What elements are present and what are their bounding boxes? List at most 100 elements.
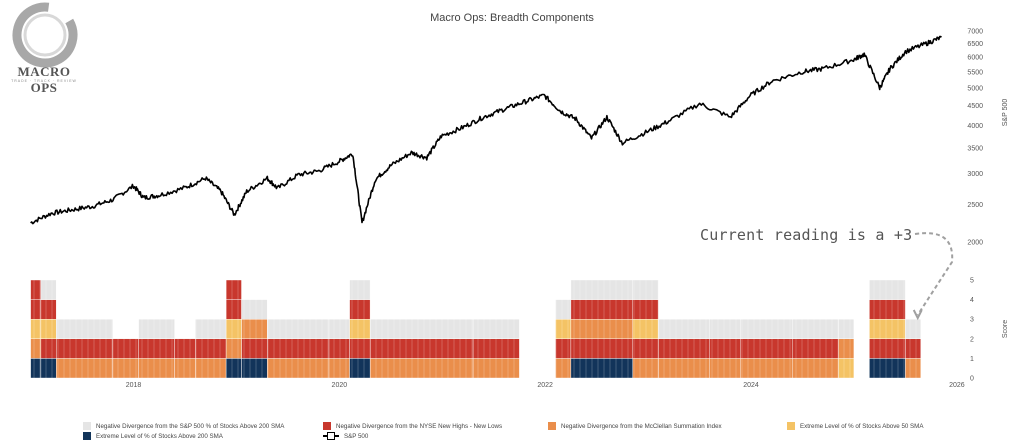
score-bar-hilo [195, 338, 227, 359]
score-bar-hilo [225, 299, 242, 320]
score-bar-s200 [370, 319, 474, 340]
score-bar-e200 [40, 358, 57, 379]
legend-item-extreme50: Extreme Level of % of Stocks Above 50 SM… [787, 422, 923, 430]
score-bar-s200 [792, 319, 839, 340]
score-bar-hilo [267, 338, 330, 359]
legend-label: Negative Divergence from the NYSE New Hi… [336, 422, 503, 430]
score-bar-s200 [56, 319, 114, 340]
legend-label: Negative Divergence from the McClellan S… [561, 422, 722, 430]
score-bar-s200 [632, 279, 659, 300]
score-bar-mcc [555, 358, 572, 379]
score-bar-s200 [349, 279, 371, 300]
legend-item-price_line: S&P 500 [323, 432, 368, 440]
logo-text: MACRO OPS [17, 64, 71, 95]
score-tick-label: 5 [970, 278, 974, 285]
x-tick-label: 2018 [126, 382, 142, 389]
score-tick-label: 0 [970, 376, 974, 383]
x-tick-label: 2024 [743, 382, 759, 389]
score-bar-hilo [632, 338, 659, 359]
x-tick-label: 2026 [949, 382, 965, 389]
score-bar-mcc [740, 358, 793, 379]
score-bar-hilo [370, 338, 474, 359]
score-bar-mcc [112, 358, 139, 379]
x-tick-label: 2022 [537, 382, 553, 389]
legend-item-mcclellan: Negative Divergence from the McClellan S… [548, 422, 722, 430]
legend-label: Extreme Level of % of Stocks Above 200 S… [96, 432, 223, 440]
price-tick-label: 3000 [967, 171, 983, 178]
price-tick-label: 5000 [967, 85, 983, 92]
legend-label: S&P 500 [344, 432, 369, 440]
score-bar-mcc [328, 358, 350, 379]
price-tick-label: 4000 [967, 123, 983, 130]
price-tick-label: 3500 [967, 145, 983, 152]
score-bar-e200 [349, 358, 371, 379]
chart-title: Macro Ops: Breadth Components [430, 12, 594, 24]
score-bar-hilo [349, 338, 371, 359]
score-bar-hilo [30, 279, 42, 300]
arrow-head-icon [912, 309, 923, 321]
score-bar-s200 [740, 319, 793, 340]
price-axis-label: S&P 500 [1002, 99, 1009, 127]
score-bar-ext50 [838, 358, 855, 379]
score-bar-hilo [869, 338, 906, 359]
score-bar-ext50 [632, 319, 659, 340]
score-bar-s200 [838, 319, 855, 340]
logo-tagline: TRADE · TRACK · REVIEW [11, 79, 77, 83]
score-bar-s200 [267, 319, 330, 340]
score-bar-hilo [138, 338, 175, 359]
legend-label: Negative Divergence from the S&P 500 % o… [96, 422, 285, 430]
score-bar-s200 [658, 319, 711, 340]
score-bar-mcc [267, 358, 330, 379]
score-bar-ext50 [555, 319, 572, 340]
score-bar-mcc [370, 358, 474, 379]
macro-ops-logo [4, 2, 86, 82]
score-bar-mcc [905, 358, 922, 379]
score-axis-label: Score [1002, 320, 1009, 338]
score-bar-s200 [905, 319, 922, 340]
score-bar-ext50 [30, 319, 42, 340]
score-bar-hilo [174, 338, 196, 359]
score-bar-mcc [195, 358, 227, 379]
score-bar-hilo [632, 299, 659, 320]
score-bar-s200 [869, 279, 906, 300]
score-bar-hilo [555, 338, 572, 359]
score-bar-s200 [195, 319, 227, 340]
score-bar-hilo [40, 299, 57, 320]
score-bar-hilo [40, 338, 57, 359]
legend-swatch [83, 422, 91, 430]
score-bar-e200 [30, 358, 42, 379]
price-tick-label: 6500 [967, 41, 983, 48]
score-bar-hilo [56, 338, 114, 359]
logo-ring-icon [12, 2, 78, 68]
legend-item-s200_div: Negative Divergence from the S&P 500 % o… [83, 422, 284, 430]
score-bar-hilo [30, 299, 42, 320]
score-bar-hilo [225, 279, 242, 300]
legend-item-hilo_div: Negative Divergence from the NYSE New Hi… [323, 422, 502, 430]
legend-label: Extreme Level of % of Stocks Above 50 SM… [800, 422, 924, 430]
annotation-text: Current reading is a +3 [700, 226, 913, 244]
score-bar-hilo [112, 338, 139, 359]
price-tick-label: 6000 [967, 55, 983, 62]
score-bar-s200 [555, 299, 572, 320]
score-bar-hilo [241, 338, 268, 359]
legend-swatch [83, 432, 91, 440]
price-tick-label: 4500 [967, 103, 983, 110]
sp500-line [30, 35, 942, 225]
score-bar-mcc [472, 358, 520, 379]
score-bar-ext50 [40, 319, 57, 340]
score-bar-mcc [56, 358, 114, 379]
score-bar-mcc [174, 358, 196, 379]
score-tick-label: 4 [970, 297, 974, 304]
score-bar-mcc [30, 338, 42, 359]
score-bar-s200 [472, 319, 520, 340]
score-bar-mcc [241, 319, 268, 340]
score-bar-hilo [792, 338, 839, 359]
annotation-arrow [914, 232, 954, 316]
score-bar-hilo [472, 338, 520, 359]
price-tick-label: 7000 [967, 29, 983, 36]
score-bar-s200 [328, 319, 350, 340]
score-tick-label: 1 [970, 356, 974, 363]
x-tick-label: 2020 [332, 382, 348, 389]
score-bar-e200 [241, 358, 268, 379]
